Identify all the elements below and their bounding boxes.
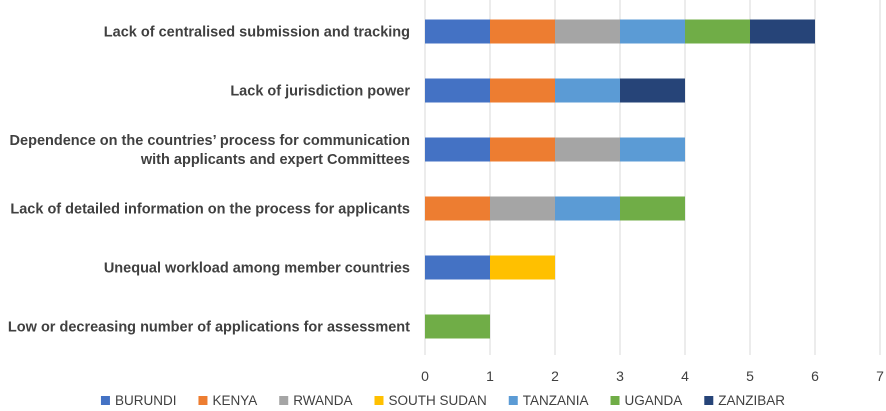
- gridlines: [424, 0, 881, 355]
- bar-rwanda-3: [490, 196, 555, 221]
- category-label-4: Unequal workload among member countries: [104, 261, 410, 277]
- legend-label-zanzibar: ZANZIBAR: [718, 393, 785, 408]
- category-label-2-line-0: Dependence on the countries’ process for…: [10, 133, 410, 149]
- category-labels: Lack of centralised submission and track…: [8, 25, 410, 336]
- legend-swatch-burundi: [100, 396, 110, 405]
- legend-label-uganda: UGANDA: [625, 393, 683, 408]
- bar-rwanda-2: [555, 137, 620, 162]
- category-label-5: Low or decreasing number of applications…: [8, 320, 410, 336]
- bar-rwanda-0: [555, 19, 620, 44]
- x-tick-label-1: 1: [486, 368, 494, 384]
- bar-tanzania-1: [555, 78, 620, 103]
- category-label-0: Lack of centralised submission and track…: [104, 25, 410, 41]
- bar-burundi-1: [425, 78, 490, 103]
- x-tick-label-6: 6: [811, 368, 819, 384]
- x-tick-label-0: 0: [421, 368, 429, 384]
- legend-swatch-rwanda: [279, 396, 289, 405]
- bar-burundi-4: [425, 255, 490, 280]
- bar-zanzibar-0: [750, 19, 815, 44]
- category-label-1: Lack of jurisdiction power: [230, 84, 410, 100]
- legend-label-burundi: BURUNDI: [115, 393, 177, 408]
- bar-tanzania-0: [620, 19, 685, 44]
- bar-uganda-3: [620, 196, 685, 221]
- x-tick-label-2: 2: [551, 368, 559, 384]
- legend-swatch-zanzibar: [704, 396, 714, 405]
- bar-kenya-0: [490, 19, 555, 44]
- legend-label-kenya: KENYA: [212, 393, 257, 408]
- bar-tanzania-3: [555, 196, 620, 221]
- category-label-2-line-1: with applicants and expert Committees: [140, 152, 410, 168]
- bar-uganda-5: [425, 314, 490, 339]
- bar-south-sudan-4: [490, 255, 555, 280]
- legend-label-rwanda: RWANDA: [293, 393, 352, 408]
- bar-burundi-2: [425, 137, 490, 162]
- bar-kenya-2: [490, 137, 555, 162]
- bar-zanzibar-1: [620, 78, 685, 103]
- bar-kenya-1: [490, 78, 555, 103]
- bar-burundi-0: [425, 19, 490, 44]
- x-tick-labels: 0 1 2 3 4 5 6 7: [421, 368, 884, 384]
- legend-swatch-south-sudan: [374, 396, 384, 405]
- category-label-3: Lack of detailed information on the proc…: [10, 202, 410, 218]
- x-tick-label-4: 4: [681, 368, 689, 384]
- x-tick-label-3: 3: [616, 368, 624, 384]
- bar-tanzania-2: [620, 137, 685, 162]
- legend-label-tanzania: TANZANIA: [523, 393, 589, 408]
- legend-swatch-kenya: [198, 396, 208, 405]
- bar-uganda-0: [685, 19, 750, 44]
- legend-swatch-tanzania: [508, 396, 518, 405]
- legend-swatch-uganda: [610, 396, 620, 405]
- legend: BURUNDI KENYA RWANDA SOUTH SUDAN TANZANIA UGA…: [100, 393, 785, 408]
- bar-kenya-3: [425, 196, 490, 221]
- x-tick-label-5: 5: [746, 368, 754, 384]
- legend-label-south-sudan: SOUTH SUDAN: [388, 393, 486, 408]
- bars: [425, 19, 815, 339]
- x-tick-label-7: 7: [876, 368, 884, 384]
